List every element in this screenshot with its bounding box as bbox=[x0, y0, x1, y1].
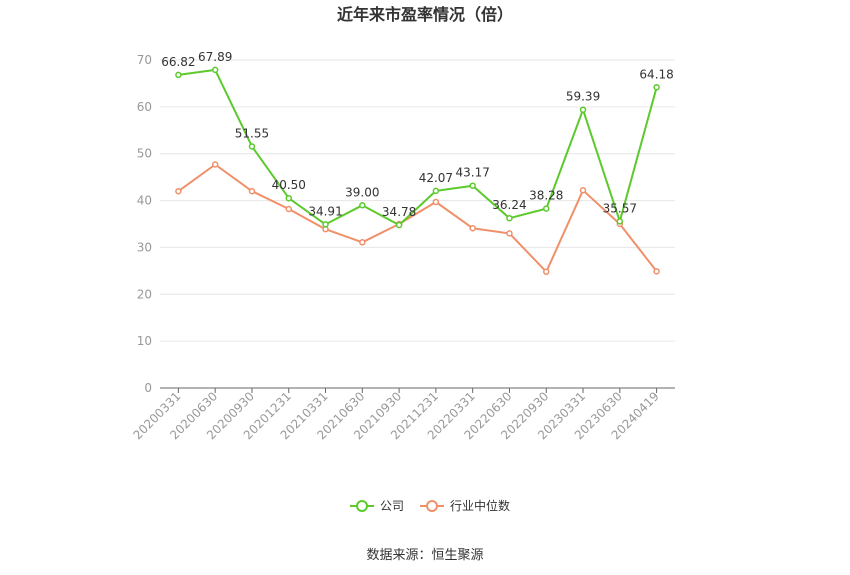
data-label: 67.89 bbox=[198, 50, 232, 64]
y-tick-label: 30 bbox=[137, 240, 152, 254]
data-point-0[interactable] bbox=[653, 84, 660, 91]
data-label: 40.50 bbox=[272, 178, 306, 192]
data-point-1[interactable] bbox=[248, 187, 256, 195]
data-point-0[interactable] bbox=[543, 205, 550, 212]
data-label: 35.57 bbox=[603, 201, 637, 215]
data-point-0[interactable] bbox=[469, 182, 476, 189]
data-label: 34.78 bbox=[382, 205, 416, 219]
legend-label-0[interactable]: 公司 bbox=[380, 499, 404, 513]
y-tick-label: 60 bbox=[137, 100, 152, 114]
data-point-1[interactable] bbox=[432, 198, 440, 206]
data-label: 38.28 bbox=[529, 189, 563, 203]
source-note: 数据来源：恒生聚源 bbox=[366, 548, 483, 563]
y-tick-label: 10 bbox=[137, 334, 152, 348]
series-layer bbox=[175, 66, 660, 276]
data-point-1[interactable] bbox=[211, 161, 219, 168]
data-point-0[interactable] bbox=[359, 202, 366, 209]
y-tick-label: 0 bbox=[144, 381, 152, 395]
data-label: 51.55 bbox=[235, 126, 269, 140]
series-line-1 bbox=[177, 163, 658, 273]
y-tick-label: 40 bbox=[137, 194, 152, 208]
legend[interactable]: 公司 行业中位数 bbox=[350, 498, 510, 513]
data-point-1[interactable] bbox=[543, 268, 550, 276]
data-label: 34.91 bbox=[308, 204, 342, 218]
data-label: 42.07 bbox=[419, 171, 453, 185]
data-point-1[interactable] bbox=[359, 239, 366, 246]
y-tick-label: 20 bbox=[137, 287, 152, 301]
data-point-0[interactable] bbox=[175, 71, 182, 79]
data-point-1[interactable] bbox=[175, 187, 182, 195]
data-label: 64.18 bbox=[639, 67, 673, 81]
data-point-0[interactable] bbox=[616, 218, 624, 225]
y-tick-label: 70 bbox=[137, 53, 152, 67]
data-label: 66.82 bbox=[161, 55, 195, 69]
data-point-0[interactable] bbox=[322, 221, 329, 228]
data-point-0[interactable] bbox=[579, 106, 587, 113]
data-point-1[interactable] bbox=[653, 268, 660, 275]
chart-title: 近年来市盈率情况（倍） bbox=[337, 5, 513, 24]
legend-marker-0 bbox=[356, 500, 368, 512]
data-point-0[interactable] bbox=[432, 187, 440, 195]
legend-label-1[interactable]: 行业中位数 bbox=[450, 498, 510, 513]
data-point-1[interactable] bbox=[285, 205, 292, 213]
data-label: 59.39 bbox=[566, 90, 600, 104]
data-point-0[interactable] bbox=[211, 66, 219, 74]
data-point-0[interactable] bbox=[248, 143, 256, 150]
legend-marker-1 bbox=[426, 500, 438, 512]
data-point-0[interactable] bbox=[395, 221, 403, 229]
grid-layer bbox=[160, 59, 675, 342]
data-label: 36.24 bbox=[492, 198, 526, 212]
data-point-1[interactable] bbox=[469, 224, 476, 232]
y-tick-label: 50 bbox=[137, 147, 152, 161]
data-point-1[interactable] bbox=[579, 187, 587, 194]
data-point-1[interactable] bbox=[506, 230, 513, 237]
data-label: 43.17 bbox=[455, 166, 489, 180]
data-point-0[interactable] bbox=[285, 194, 292, 202]
data-point-0[interactable] bbox=[506, 214, 513, 222]
data-label: 39.00 bbox=[345, 185, 379, 199]
series-line-0 bbox=[178, 68, 658, 226]
